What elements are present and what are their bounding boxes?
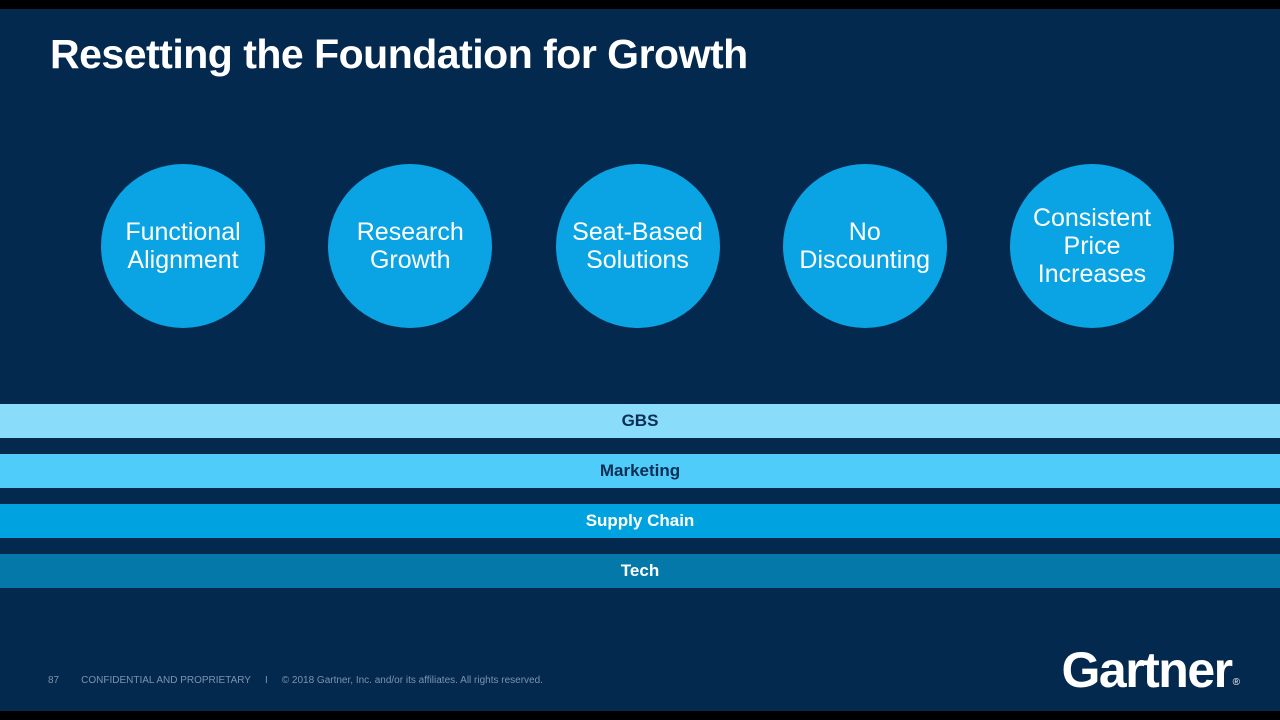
circle-label-line: Research [356,218,464,246]
strategy-circles-row: Functional Alignment Research Growth Sea… [0,164,1280,328]
registered-trademark-icon: ® [1232,677,1240,688]
presentation-slide: Resetting the Foundation for Growth Func… [0,9,1280,711]
bar-label: Tech [620,561,660,580]
slide-footer: 87 CONFIDENTIAL AND PROPRIETARY I © 2018… [48,675,543,686]
slide-title: Resetting the Foundation for Growth [50,31,748,77]
circle-no-discounting: No Discounting [782,164,947,328]
circle-label-line: Solutions [586,246,689,274]
bar-gbs: GBS [0,404,1280,438]
circle-consistent-price-increases: Consistent Price Increases [1010,164,1174,328]
bar-label: GBS [621,411,659,430]
gartner-logo: Gartner® [1062,645,1241,695]
circle-label-line: Discounting [799,246,931,274]
page-number: 87 [48,675,60,686]
bar-label: Supply Chain [585,511,695,530]
circle-label-line: Seat-Based [572,218,703,246]
circle-label-line: No [848,218,881,246]
circle-research-growth: Research Growth [328,164,493,328]
circle-seat-based-solutions: Seat-Based Solutions [555,164,720,328]
circle-functional-alignment: Functional Alignment [101,164,265,328]
circle-label-line: Consistent [1032,204,1152,232]
bar-label: Marketing [599,461,681,480]
gartner-logo-text: Gartner [1061,642,1234,698]
footer-separator: I [264,675,268,686]
circle-label-line: Increases [1037,260,1147,288]
circle-label-line: Growth [369,246,451,274]
bar-marketing: Marketing [0,454,1280,488]
circle-label-line: Functional [125,218,241,246]
bar-supply-chain: Supply Chain [0,504,1280,538]
circle-label-line: Alignment [127,246,239,274]
bar-tech: Tech [0,554,1280,588]
confidentiality-label: CONFIDENTIAL AND PROPRIETARY [81,675,251,686]
copyright-notice: © 2018 Gartner, Inc. and/or its affiliat… [281,675,543,686]
circle-label-line: Price [1063,232,1121,260]
